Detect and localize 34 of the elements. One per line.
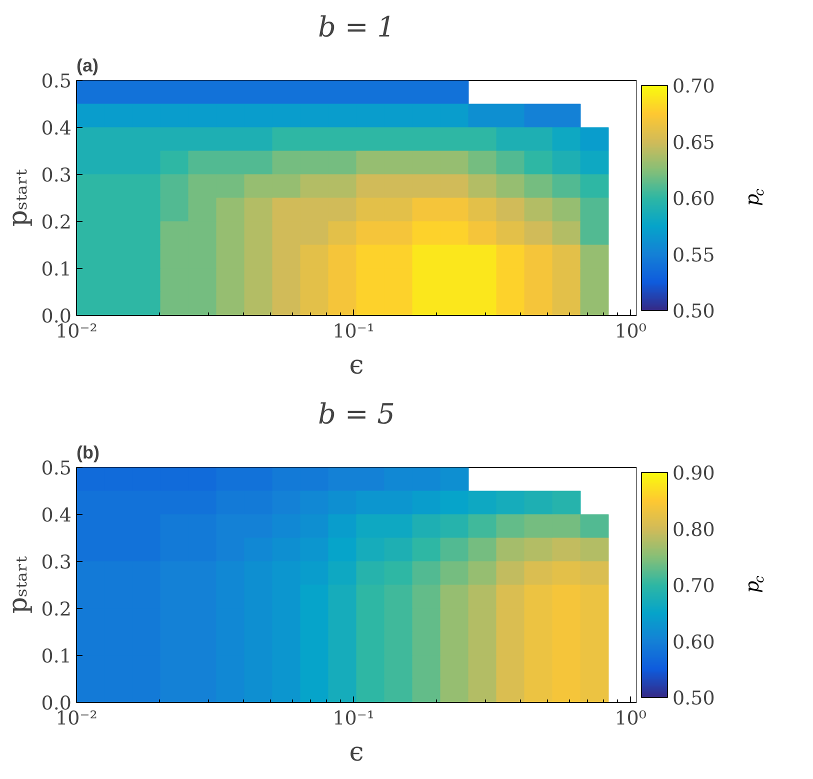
color-bar-label: 0.60 (672, 188, 715, 210)
y-tick-label: 0.3 (41, 164, 72, 186)
color-bar-label: 0.90 (672, 462, 715, 484)
color-bar-label: 0.50 (672, 300, 715, 322)
y-tick-label: 0.5 (41, 458, 72, 480)
y-tick-label: 0.2 (41, 212, 72, 234)
color-bar-label: 0.70 (672, 575, 715, 597)
chart-title: b = 5 (318, 398, 395, 430)
x-tick-label: 10⁰ (614, 320, 647, 342)
y-axis-title: pₛₜₐᵣₜ (3, 556, 34, 614)
x-axis-title: ϵ (349, 738, 364, 768)
text: (a) (76, 56, 99, 76)
color-bar-title: pc (742, 575, 768, 593)
color-bar-label: 0.55 (672, 244, 715, 266)
y-tick-label: 0.4 (41, 504, 72, 526)
color-bar-label: 0.80 (672, 518, 715, 541)
text: (b) (76, 442, 100, 462)
x-tick-label: 10⁻¹ (332, 320, 374, 342)
y-tick-label: 0.1 (41, 258, 72, 280)
y-tick-label: 0.5 (41, 70, 72, 92)
color-bar-label: 0.50 (672, 688, 715, 710)
color-bar-label: 0.70 (672, 76, 715, 98)
color-bar-title: pc (742, 188, 768, 206)
x-axis-title: ϵ (349, 350, 364, 380)
x-tick-label: 10⁻¹ (332, 708, 374, 730)
y-tick-label: 0.2 (41, 598, 72, 620)
color-bar-label: 0.65 (672, 132, 715, 154)
y-axis-title: pₛₜₐᵣₜ (3, 168, 34, 227)
chart-title: b = 1 (318, 10, 395, 44)
y-tick-label: 0.4 (41, 118, 72, 140)
y-tick-label: 0.3 (41, 552, 72, 574)
y-tick-label: 0.1 (41, 646, 72, 668)
color-bar-label: 0.60 (672, 631, 715, 654)
x-tick-label: 10⁰ (614, 708, 647, 730)
